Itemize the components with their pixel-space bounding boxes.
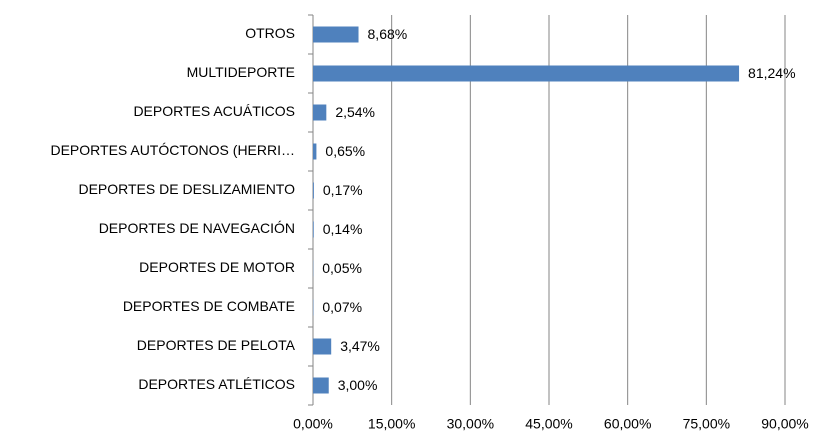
bar [313, 104, 327, 121]
bar [313, 182, 314, 199]
x-tick-label: 90,00% [761, 416, 808, 432]
value-label: 81,24% [748, 65, 795, 81]
x-tick-label: 60,00% [604, 416, 651, 432]
bar [313, 221, 314, 238]
y-tick-label: OTROS [245, 25, 295, 41]
bar [313, 377, 329, 394]
y-tick-label: DEPORTES ACUÁTICOS [133, 103, 295, 119]
x-tick-label: 45,00% [525, 416, 572, 432]
y-tick-label: DEPORTES DE NAVEGACIÓN [99, 220, 295, 236]
bar [313, 26, 359, 43]
x-tick-label: 15,00% [368, 416, 415, 432]
value-label: 0,05% [322, 260, 362, 276]
bar [313, 143, 317, 160]
y-tick-label: DEPORTES ATLÉTICOS [138, 376, 295, 392]
y-tick-label: DEPORTES DE DESLIZAMIENTO [78, 181, 295, 197]
value-label: 8,68% [368, 26, 408, 42]
y-tick-label: DEPORTES DE PELOTA [137, 337, 296, 353]
y-tick-label: DEPORTES DE COMBATE [123, 298, 295, 314]
y-tick-label: MULTIDEPORTE [187, 64, 295, 80]
x-tick-label: 75,00% [683, 416, 730, 432]
y-tick-label: DEPORTES DE MOTOR [139, 259, 295, 275]
value-label: 0,07% [322, 299, 362, 315]
value-label: 0,14% [323, 221, 363, 237]
bar [313, 338, 332, 355]
value-label: 0,17% [323, 182, 363, 198]
bar [313, 65, 740, 82]
x-tick-label: 30,00% [447, 416, 494, 432]
value-label: 3,00% [338, 377, 378, 393]
x-tick-label: 0,00% [293, 416, 333, 432]
value-label: 2,54% [335, 104, 375, 120]
y-tick-label: DEPORTES AUTÓCTONOS (HERRI… [50, 142, 295, 158]
value-label: 0,65% [325, 143, 365, 159]
value-label: 3,47% [340, 338, 380, 354]
